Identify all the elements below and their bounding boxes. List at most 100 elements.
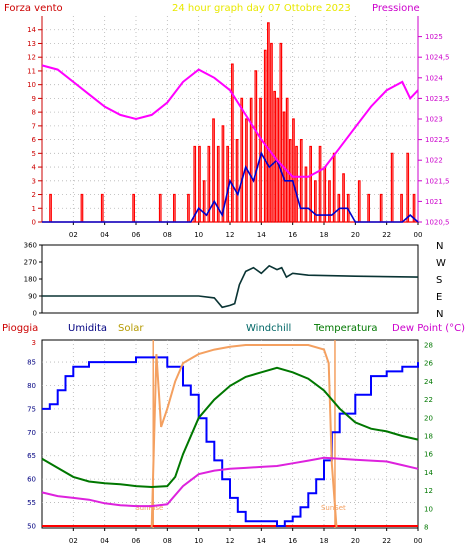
humidity-tick-label: 85 [27,359,36,367]
y-tick-label: 4 [32,164,37,172]
y-tick-label: 12 [27,54,36,62]
x-tick-label: 16 [288,231,297,239]
y2-tick-label: 1025 [425,33,443,41]
temp-tick-label: 12 [424,487,433,495]
x-tick-label: 10 [194,537,203,545]
y-tick-label: 7 [32,122,36,130]
x-tick-label: 18 [320,537,329,545]
wind-speed-series [42,151,419,223]
temp-tick-label: 10 [424,505,433,513]
humidity-tick-label: 75 [27,405,36,413]
humidity-legend: Umidita [68,323,107,334]
x-tick-label: 12 [226,231,235,239]
temp-tick-label: 26 [424,360,433,368]
x-tick-label: 06 [132,537,141,545]
x-tick-label: 18 [320,231,329,239]
y-tick-label: 11 [27,67,36,75]
humidity-tick-label: 65 [27,452,36,460]
temp-tick-label: 22 [424,396,433,404]
temperature-legend: Temperatura [313,323,378,334]
x-tick-label: 00 [414,537,423,545]
x-tick-label: 20 [351,231,360,239]
plot-area [42,16,418,222]
dewpoint-series [41,456,419,508]
dir-tick-label: 0 [33,310,37,318]
x-tick-label: 02 [69,537,78,545]
compass-label: N [436,241,443,252]
humidity-temperature-panel: 50 55 60 65 70 75 80 85 8 10 12 14 16 18 20 22 24 26 28 3 02… [27,339,433,545]
wind-pressure-panel: 012345678910111213141020,510211021,51022… [27,16,450,239]
x-tick-label: 22 [382,537,391,545]
y-tick-label: 14 [27,26,36,34]
humidity-tick-label: 60 [27,476,36,484]
x-tick-label: 00 [414,231,423,239]
compass-label: W [436,258,446,269]
x-tick-label: 08 [163,537,172,545]
dir-tick-label: 360 [24,242,37,250]
x-tick-label: 12 [226,537,235,545]
gust-series [42,22,418,223]
rain-legend: Pioggia [2,323,38,334]
x-tick-label: 06 [132,231,141,239]
x-tick-label: 14 [257,537,266,545]
x-tick-label: 08 [163,231,172,239]
y-tick-label: 5 [32,150,36,158]
x-tick-label: 14 [257,231,266,239]
temp-tick-label: 18 [424,433,433,441]
compass-label: S [436,275,442,286]
sunrise-label: SunRise [135,504,163,512]
y-tick-label: 9 [32,95,36,103]
x-tick-label: 16 [288,537,297,545]
x-tick-label: 10 [194,231,203,239]
temp-tick-label: 28 [424,342,433,350]
x-tick-label: 02 [69,231,78,239]
y-tick-label: 3 [32,177,36,185]
sunset-label: SunSet [321,504,346,512]
compass-label: N [436,309,443,320]
y-tick-label: 0 [32,219,36,227]
y2-tick-label: 1022,5 [425,136,450,144]
dir-tick-label: 90 [28,293,37,301]
dewpoint-legend: Dew Point (°C) [392,323,465,334]
temperature-series [41,366,419,489]
wind-axis-label: Forza vento [4,3,63,14]
y-tick-label: 2 [32,191,36,199]
y2-tick-label: 1023,5 [425,95,450,103]
dir-tick-label: 270 [24,259,37,267]
humidity-tick-label: 80 [27,382,36,390]
y2-tick-label: 1021,5 [425,177,450,185]
y2-tick-label: 1024,5 [425,54,450,62]
solar-legend: Solar [118,323,144,334]
y2-tick-label: 1023 [425,116,443,124]
y-tick-label: 1 [32,205,36,213]
pressure-axis-label: Pressione [372,3,420,14]
x-tick-label: 20 [351,537,360,545]
y-tick-label: 6 [32,136,37,144]
temp-tick-label: 20 [424,414,433,422]
x-tick-label: 22 [382,231,391,239]
humidity-tick-label: 50 [27,523,36,531]
wind-direction-series [42,264,419,309]
compass-label: E [436,292,442,303]
y-tick-label: 13 [27,40,36,48]
y2-tick-label: 1020,5 [425,219,450,227]
rain-tick-label: 3 [32,339,36,347]
pressure-series [41,64,419,178]
y2-tick-label: 1022 [425,157,443,165]
y2-tick-label: 1021 [425,198,443,206]
windchill-legend: Windchill [246,323,291,334]
x-tick-label: 04 [100,537,109,545]
temp-tick-label: 14 [424,469,433,477]
dir-tick-label: 180 [24,276,37,284]
y-tick-label: 8 [32,109,36,117]
y-tick-label: 10 [27,81,36,89]
chart-title: 24 hour graph day 07 Ottobre 2023 [172,3,351,14]
y2-tick-label: 1024 [425,74,443,82]
temp-tick-label: 24 [424,378,433,386]
humidity-series [42,356,419,527]
humidity-tick-label: 70 [27,429,36,437]
temp-tick-label: 8 [424,524,428,532]
